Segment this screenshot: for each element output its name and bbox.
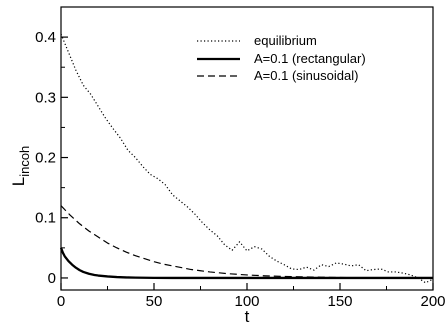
y-tick-label: 0 [48, 270, 56, 287]
x-tick-label: 50 [146, 293, 163, 310]
x-tick-label: 100 [234, 293, 259, 310]
y-tick-label: 0.2 [35, 150, 56, 167]
y-tick-label: 0.4 [35, 29, 56, 46]
x-axis-title: t [245, 307, 250, 326]
y-tick-label: 0.1 [35, 210, 56, 227]
series-layer [59, 33, 434, 284]
legend: equilibrium A=0.1 (rectangular) A=0.1 (s… [197, 33, 366, 83]
y-axis-title-sub: incoh [17, 146, 32, 177]
series-equilibrium-line [60, 33, 434, 284]
series-sinusoidal-line [60, 205, 434, 279]
x-tick-label: 150 [327, 293, 352, 310]
x-tick-label: 200 [420, 293, 445, 310]
y-tick-label: 0.3 [35, 89, 56, 106]
y-axis-title: Lincoh [9, 146, 32, 187]
series-rectangular-line [59, 247, 433, 280]
ticks-layer: 0 50 100 150 200 0 0.1 0.2 0.3 0.4 [35, 29, 445, 310]
legend-label-rectangular: A=0.1 (rectangular) [254, 51, 366, 66]
legend-label-sinusoidal: A=0.1 (sinusoidal) [254, 68, 358, 83]
legend-label-equilibrium: equilibrium [254, 33, 317, 48]
x-tick-label: 0 [57, 293, 65, 310]
y-axis-title-main: L [9, 177, 28, 186]
